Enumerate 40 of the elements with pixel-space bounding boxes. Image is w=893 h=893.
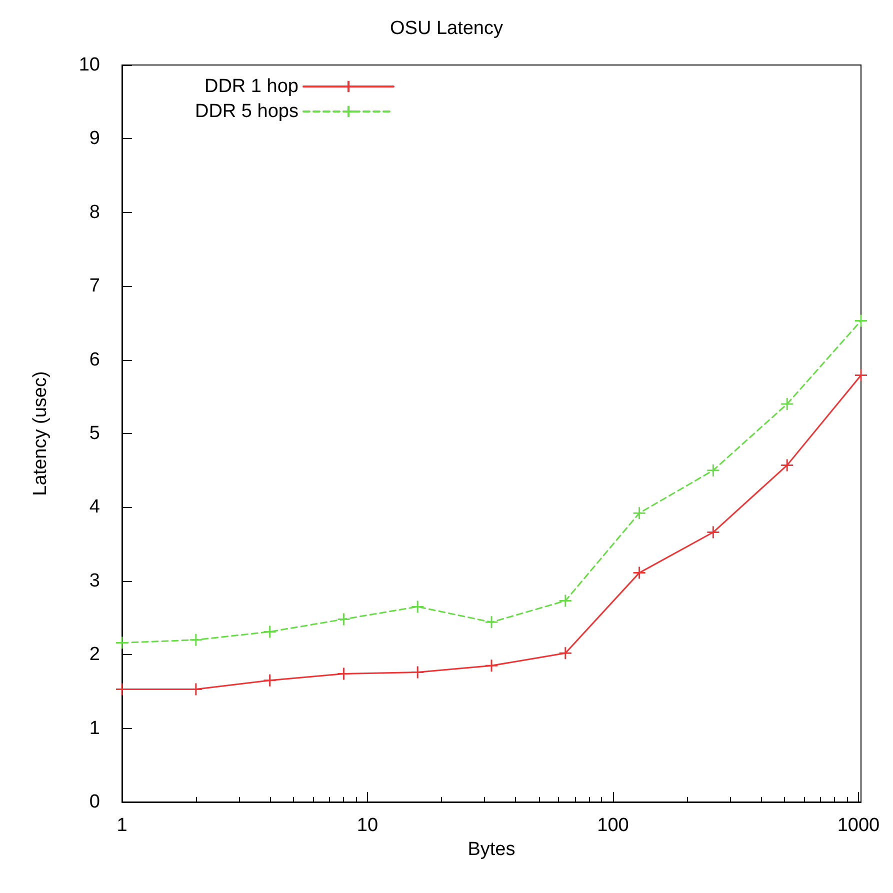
legend-label: DDR 1 hop [204, 76, 298, 97]
point [632, 506, 646, 520]
y-tick-label: 2 [89, 644, 100, 666]
point [706, 526, 720, 540]
point [484, 658, 498, 672]
x-tick-label: 1000 [837, 815, 880, 836]
y-tick-label: 9 [89, 128, 100, 150]
x-tick-label: 1 [116, 815, 128, 836]
point [410, 666, 424, 680]
point [336, 612, 350, 626]
y-tick-label: 4 [89, 496, 100, 518]
y-tick-label: 6 [89, 349, 100, 370]
point [780, 458, 794, 472]
point [115, 636, 129, 650]
point [706, 464, 720, 478]
y-tick-label: 7 [89, 276, 100, 297]
y-axis-title: Latency (usec) [30, 371, 51, 496]
point [263, 625, 277, 639]
x-tick-label: 100 [597, 815, 629, 836]
point [854, 314, 868, 328]
point [484, 615, 498, 629]
y-tick-label: 8 [89, 202, 100, 223]
point [263, 674, 277, 688]
point [558, 646, 572, 660]
point [410, 600, 424, 614]
point [558, 594, 572, 608]
point [854, 368, 868, 382]
y-tick-label: 3 [89, 570, 100, 592]
x-axis-title: Bytes [468, 839, 516, 860]
x-tick-label: 10 [356, 815, 378, 836]
y-tick-label: 5 [89, 423, 100, 444]
point [780, 397, 794, 411]
chart-title: OSU Latency [390, 18, 504, 39]
y-tick-label: 1 [89, 718, 100, 739]
point [336, 667, 350, 681]
y-tick-label: 0 [89, 792, 100, 812]
legend-label: DDR 5 hops [194, 101, 298, 122]
point [632, 566, 646, 580]
point [189, 633, 203, 647]
y-tick-label: 10 [78, 54, 100, 76]
